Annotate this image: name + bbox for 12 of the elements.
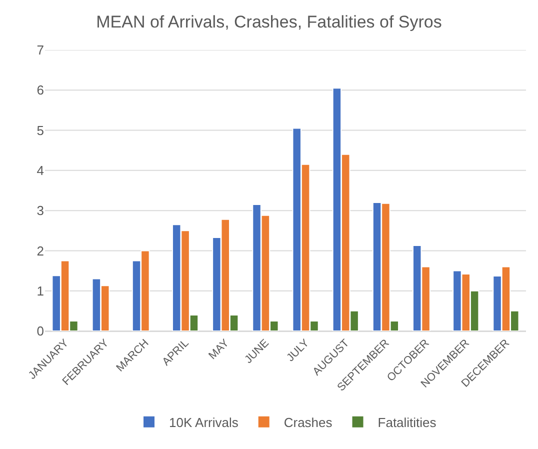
chart-title: MEAN of Arrivals, Crashes, Fatalities of Syros [96, 12, 442, 32]
legend-label: 10K Arrivals [169, 414, 239, 430]
y-tick-label: 4 [36, 162, 44, 178]
y-tick-label: 5 [36, 122, 44, 138]
y-tick-label: 0 [36, 324, 44, 339]
y-tick-label: 6 [36, 82, 44, 98]
y-tick-label: 7 [36, 42, 44, 58]
legend-label: Crashes [284, 414, 333, 430]
y-tick-label: 2 [36, 243, 44, 258]
y-tick-label: 3 [36, 203, 44, 218]
legend-label: Fatalitities [378, 414, 437, 430]
y-tick-label: 1 [36, 283, 44, 298]
